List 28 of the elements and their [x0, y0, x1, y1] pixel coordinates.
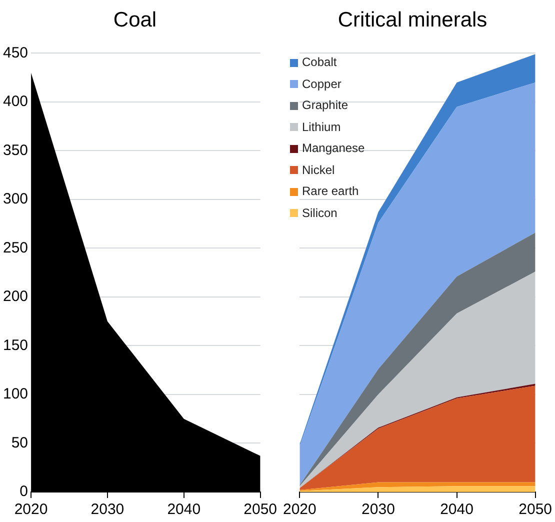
chart-title: Critical minerals: [338, 8, 488, 32]
x-tick-label: 2030: [362, 501, 395, 518]
legend-label: Silicon: [302, 204, 338, 222]
chart-title: Coal: [113, 8, 157, 32]
y-tick-label: 400: [2, 93, 28, 110]
x-tick-label: 2030: [90, 501, 124, 518]
y-tick-label: 150: [2, 336, 28, 354]
y-tick-label: 300: [2, 190, 28, 208]
legend-label: Rare earth: [302, 183, 359, 200]
legend-label: Lithium: [302, 118, 341, 136]
x-tick-label: 2020: [14, 501, 48, 518]
x-tick-label: 2040: [167, 501, 201, 518]
x-tick-label: 2050: [244, 501, 278, 518]
x-tick-label: 2050: [518, 501, 552, 518]
y-tick-label: 200: [2, 288, 28, 306]
y-tick-label: 50: [11, 434, 28, 452]
legend-label: Graphite: [302, 97, 348, 114]
legend-label: Copper: [302, 76, 342, 92]
y-tick-label: 450: [2, 44, 28, 62]
legend-label: Cobalt: [302, 54, 337, 71]
y-tick-label: 350: [2, 142, 28, 159]
y-tick-label: 0: [20, 483, 28, 500]
y-tick-label: 250: [2, 239, 28, 256]
x-tick-label: 2020: [282, 501, 316, 518]
legend-label: Manganese: [302, 140, 365, 157]
x-tick-label: 2040: [440, 501, 474, 518]
y-tick-label: 100: [2, 386, 28, 403]
legend-label: Nickel: [302, 162, 335, 178]
